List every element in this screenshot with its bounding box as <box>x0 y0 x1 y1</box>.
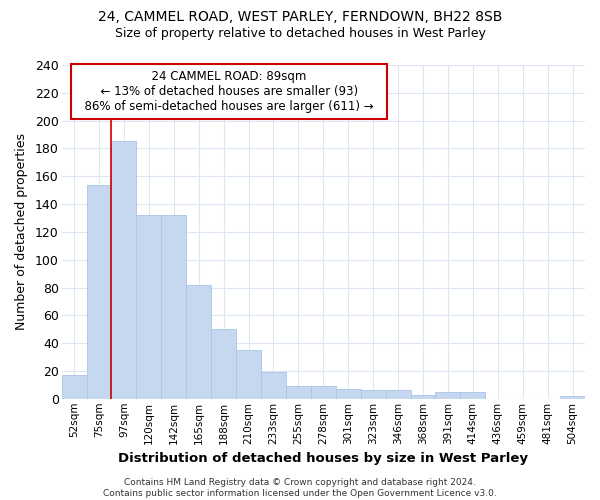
Text: Size of property relative to detached houses in West Parley: Size of property relative to detached ho… <box>115 28 485 40</box>
Bar <box>62 375 86 399</box>
Bar <box>261 372 286 399</box>
Bar <box>86 184 112 399</box>
Bar <box>436 392 460 399</box>
Text: 24, CAMMEL ROAD, WEST PARLEY, FERNDOWN, BH22 8SB: 24, CAMMEL ROAD, WEST PARLEY, FERNDOWN, … <box>98 10 502 24</box>
Bar <box>186 284 211 399</box>
Bar <box>361 390 386 399</box>
X-axis label: Distribution of detached houses by size in West Parley: Distribution of detached houses by size … <box>118 452 528 465</box>
Text: Contains HM Land Registry data © Crown copyright and database right 2024.
Contai: Contains HM Land Registry data © Crown c… <box>103 478 497 498</box>
Bar <box>136 215 161 399</box>
Bar <box>336 389 361 399</box>
Bar <box>560 396 585 399</box>
Bar <box>161 215 186 399</box>
Bar <box>211 329 236 399</box>
Bar <box>311 386 336 399</box>
Bar <box>460 392 485 399</box>
Bar <box>236 350 261 399</box>
Y-axis label: Number of detached properties: Number of detached properties <box>15 134 28 330</box>
Bar <box>286 386 311 399</box>
Bar <box>112 142 136 399</box>
Bar <box>386 390 410 399</box>
Bar <box>410 394 436 399</box>
Text: 24 CAMMEL ROAD: 89sqm  
  ← 13% of detached houses are smaller (93)  
  86% of s: 24 CAMMEL ROAD: 89sqm ← 13% of detached … <box>77 70 381 113</box>
